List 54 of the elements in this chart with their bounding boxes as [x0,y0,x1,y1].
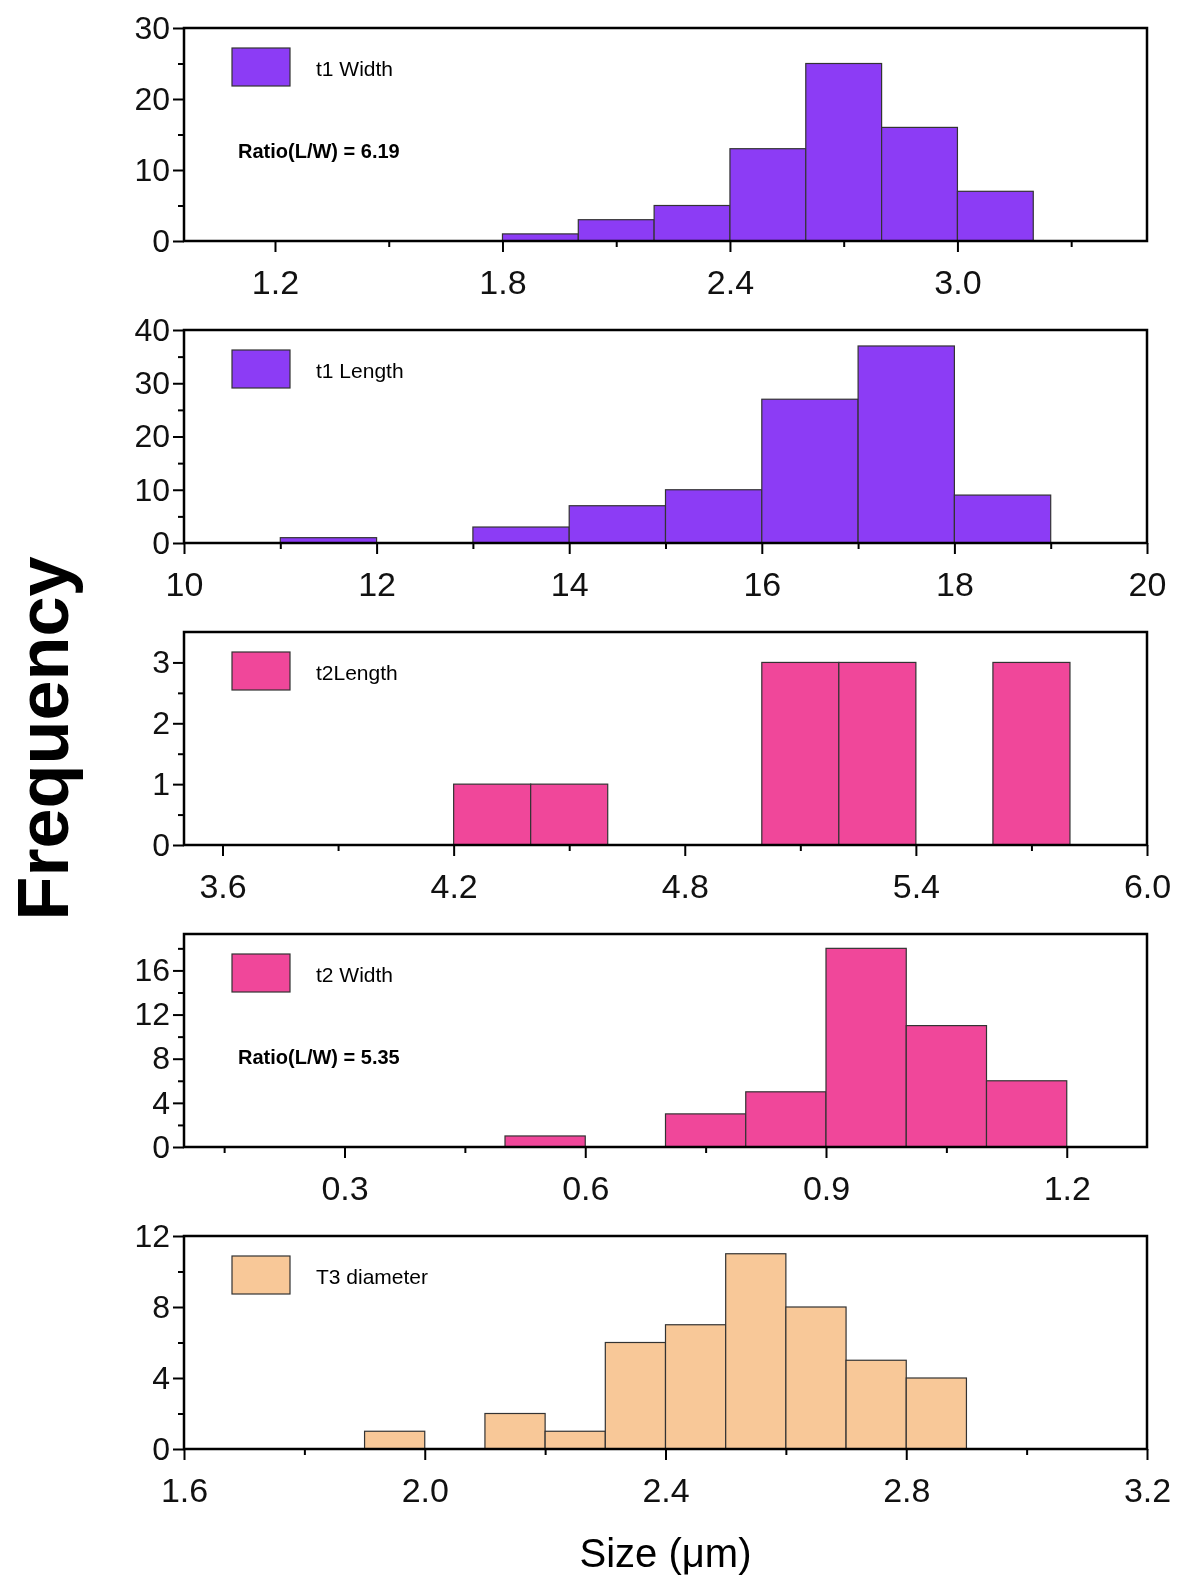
y-tick-label: 0 [152,1430,170,1467]
legend-label: T3 diameter [316,1265,429,1288]
y-tick-label: 10 [134,151,170,188]
y-tick-label: 8 [152,1040,170,1077]
x-axis-title: Size (μm) [579,1531,752,1575]
y-tick-label: 8 [152,1288,170,1325]
x-tick-label: 2.0 [401,1471,449,1510]
y-tick-label: 4 [152,1084,170,1121]
y-tick-label: 12 [134,996,170,1033]
x-tick-label: 12 [358,565,397,604]
x-tick-label: 1.6 [160,1471,209,1510]
y-tick-label: 0 [152,524,170,561]
x-tick-label: 20 [1128,565,1167,604]
y-axis-title: Frequency [3,556,83,921]
y-tick-label: 30 [134,9,170,46]
x-tick-label: 0.3 [321,1169,369,1208]
annotation: Ratio(L/W) = 5.35 [238,1046,400,1068]
x-tick-label: 3.2 [1123,1471,1172,1510]
x-tick-label: 16 [743,565,782,604]
y-tick-label: 16 [134,952,170,989]
legend-label: t1 Length [316,359,404,382]
y-tick-label: 4 [152,1359,170,1396]
y-tick-label: 12 [134,1217,170,1254]
y-tick-label: 0 [152,222,170,259]
y-tick-label: 0 [152,1128,170,1165]
legend-label: t2Length [316,661,398,684]
x-tick-label: 1.2 [1043,1169,1091,1208]
x-tick-label: 18 [935,565,974,604]
y-tick-label: 30 [134,364,170,401]
y-tick-label: 20 [134,418,170,455]
x-tick-label: 4.2 [430,867,478,906]
x-tick-label: 1.8 [479,263,527,302]
x-tick-label: 4.8 [661,867,709,906]
x-tick-label: 14 [550,565,589,604]
legend-label: t1 Width [316,57,394,80]
y-tick-label: 3 [152,644,170,681]
y-tick-label: 2 [152,705,170,742]
x-tick-label: 2.4 [642,1471,690,1510]
y-tick-label: 40 [134,311,170,348]
y-tick-label: 20 [134,80,170,117]
y-tick-label: 0 [152,826,170,863]
x-tick-label: 3.6 [199,867,247,906]
x-tick-label: 1.2 [251,263,300,302]
x-tick-label: 2.4 [706,263,755,302]
annotation: Ratio(L/W) = 6.19 [238,140,400,162]
x-tick-label: 3.0 [934,263,982,302]
legend-label: t2 Width [316,963,394,986]
x-tick-label: 0.6 [562,1169,610,1208]
y-tick-label: 1 [152,765,170,802]
y-tick-label: 10 [134,471,170,508]
x-tick-label: 0.9 [802,1169,851,1208]
x-tick-label: 6.0 [1123,867,1172,906]
x-tick-label: 2.8 [883,1471,931,1510]
x-tick-label: 5.4 [892,867,941,906]
